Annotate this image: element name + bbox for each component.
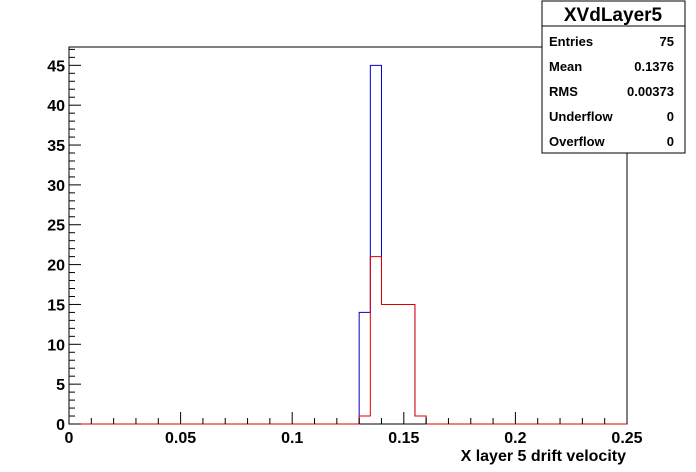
x-tick-label: 0 bbox=[65, 430, 74, 447]
y-tick-label: 40 bbox=[47, 98, 65, 115]
x-tick-label: 0.15 bbox=[388, 430, 419, 447]
stats-value: 0 bbox=[667, 109, 674, 124]
stats-label: Entries bbox=[549, 34, 593, 49]
stats-label: Overflow bbox=[549, 134, 606, 149]
stats-label: Underflow bbox=[549, 109, 613, 124]
y-tick-label: 35 bbox=[47, 138, 65, 155]
y-tick-label: 5 bbox=[56, 377, 65, 394]
x-tick-label: 0.05 bbox=[165, 430, 196, 447]
stats-label: Mean bbox=[549, 59, 582, 74]
x-tick-label: 0.1 bbox=[281, 430, 303, 447]
histogram-series bbox=[69, 64, 627, 425]
stats-value: 0.00373 bbox=[627, 84, 674, 99]
stats-value: 0.1376 bbox=[634, 59, 674, 74]
stats-value: 0 bbox=[667, 134, 674, 149]
y-tick-label: 0 bbox=[56, 417, 65, 434]
y-tick-label: 20 bbox=[47, 258, 65, 275]
y-tick-label: 45 bbox=[47, 58, 65, 75]
y-tick-label: 15 bbox=[47, 297, 65, 314]
histogram-series-2 bbox=[69, 256, 627, 425]
stats-title: XVdLayer5 bbox=[564, 5, 663, 26]
stats-box: XVdLayer5 Entries 75 Mean 0.1376 RMS 0.00373 U… bbox=[541, 0, 686, 154]
stats-value: 75 bbox=[660, 34, 674, 49]
x-axis-title: X layer 5 drift velocity bbox=[461, 448, 627, 465]
x-tick-label: 0.25 bbox=[611, 430, 642, 447]
y-tick-label: 25 bbox=[47, 218, 65, 235]
stats-label: RMS bbox=[549, 84, 578, 99]
y-tick-label: 30 bbox=[47, 178, 65, 195]
y-tick-label: 10 bbox=[47, 337, 65, 354]
x-tick-label: 0.2 bbox=[504, 430, 526, 447]
axes: 0 5 10 15 20 25 30 35 40 45 0 0.05 0.1 0.15 0.2 0.25 bbox=[47, 48, 643, 447]
